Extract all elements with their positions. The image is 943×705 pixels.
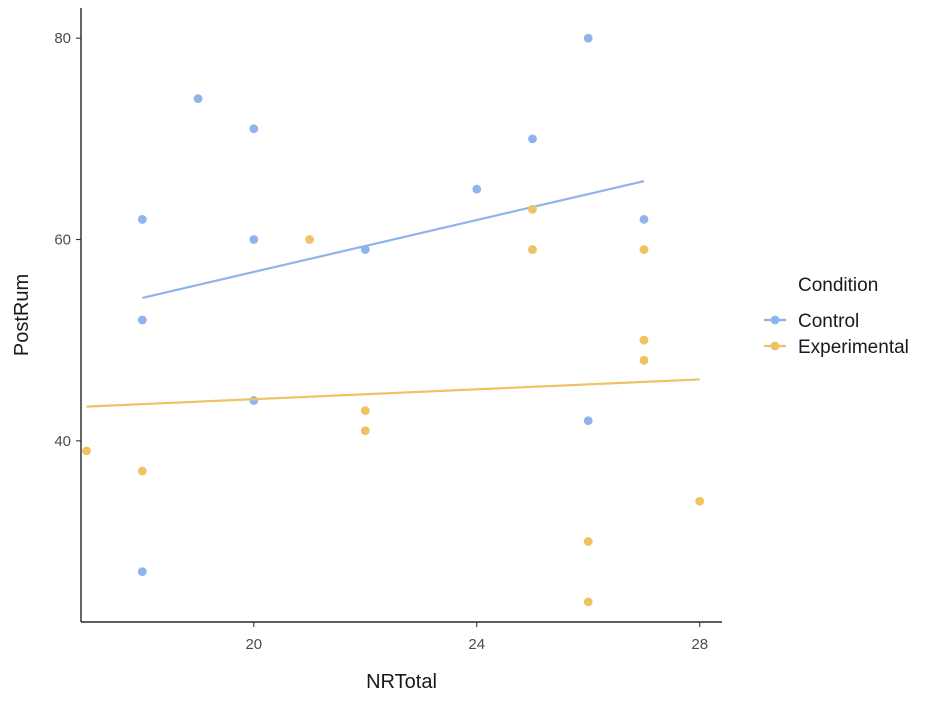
experimental-point — [305, 235, 314, 244]
control-point — [137, 567, 147, 577]
x-tick-label: 28 — [691, 636, 708, 653]
experimental-point — [639, 245, 649, 254]
control-fit-line — [142, 180, 645, 299]
control-point — [472, 184, 482, 194]
experimental-point — [695, 496, 705, 506]
experimental-point — [639, 355, 649, 365]
x-tick-label: 20 — [245, 636, 262, 653]
legend-label-experimental: Experimental — [798, 337, 909, 358]
plot-area — [82, 33, 705, 607]
axes: 20 24 28 40 60 80 — [54, 8, 722, 653]
legend-title: Condition — [798, 275, 878, 296]
control-point — [639, 214, 649, 224]
y-tick-label: 40 — [54, 433, 71, 450]
experimental-point — [639, 335, 649, 345]
experimental-point — [137, 466, 147, 476]
x-tick-label: 24 — [468, 636, 485, 653]
control-point — [137, 214, 147, 224]
experimental-point — [82, 446, 91, 456]
legend-key-point-experimental — [770, 341, 780, 351]
legend: Condition Control Experimental — [764, 275, 909, 358]
experimental-fit-line — [86, 378, 700, 408]
x-axis-title: NRTotal — [366, 671, 437, 693]
control-point — [583, 416, 593, 426]
y-axis-title: PostRum — [11, 274, 33, 356]
legend-key-point-control — [770, 315, 780, 325]
experimental-point — [583, 537, 593, 546]
control-point — [528, 134, 537, 144]
y-tick-label: 60 — [54, 232, 71, 249]
y-tick-label: 80 — [54, 30, 71, 47]
control-point — [249, 396, 259, 405]
control-point — [193, 94, 203, 103]
legend-label-control: Control — [798, 311, 859, 332]
control-point — [249, 124, 259, 134]
control-point — [249, 235, 259, 244]
control-point — [583, 33, 593, 43]
experimental-point — [360, 426, 370, 436]
control-point — [137, 315, 147, 325]
experimental-point — [360, 406, 370, 416]
experimental-point — [528, 204, 537, 214]
legend-items: Control Experimental — [764, 311, 909, 358]
experimental-point — [528, 245, 537, 254]
experimental-point — [583, 597, 593, 607]
